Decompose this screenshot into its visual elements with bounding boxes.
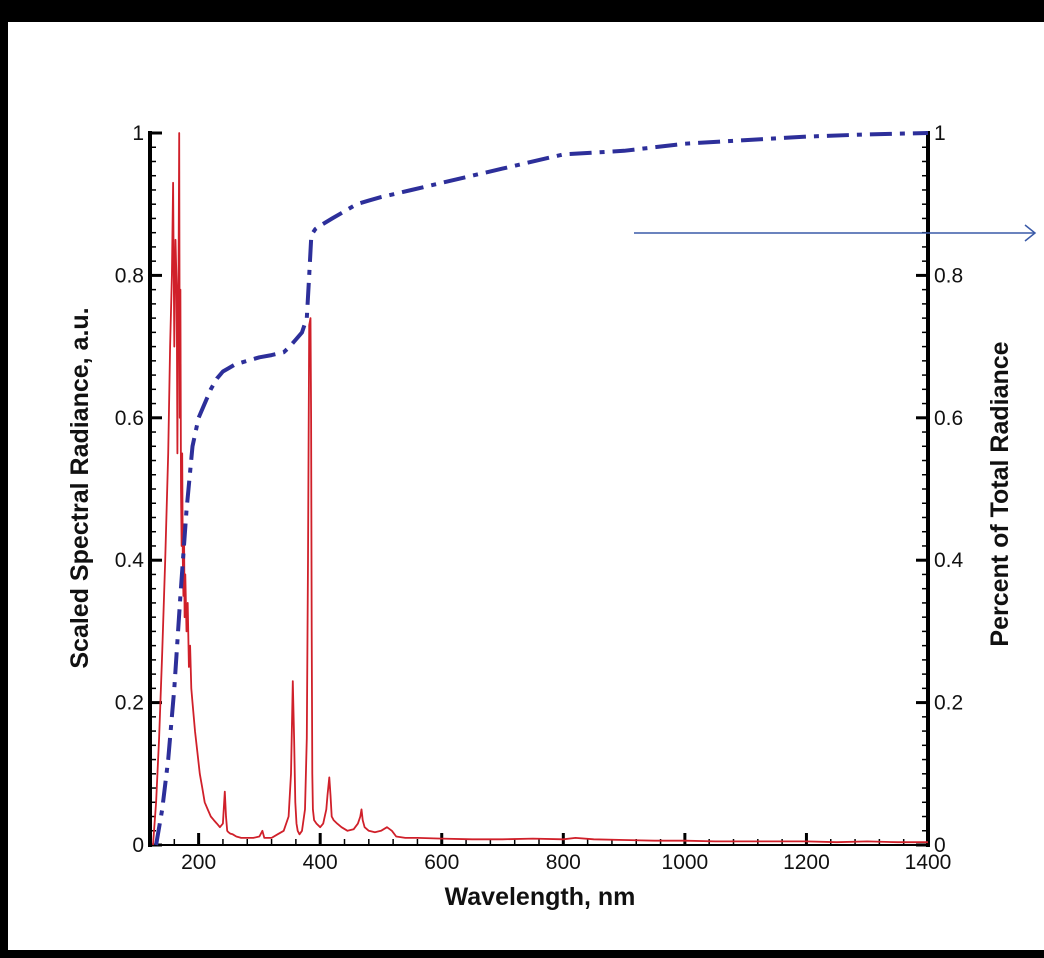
y-tick-label: 0.2: [115, 692, 144, 715]
y2-tick-label: 0.8: [934, 264, 963, 287]
y-tick-label: 0: [132, 834, 144, 857]
x-axis-title: Wavelength, nm: [445, 883, 636, 911]
right-axis: 0 0.2 0.4 0.6 0.8 1: [916, 122, 964, 857]
annotation-arrow-head: [1024, 224, 1037, 242]
x-tick-label: 1000: [662, 851, 709, 874]
y-tick-label: 0.4: [115, 549, 145, 572]
y2-tick-label: 0.6: [934, 407, 963, 430]
x-tick-label: 800: [546, 851, 581, 874]
series-layer: [152, 131, 929, 846]
cumulative-radiance-line: [154, 131, 929, 846]
y-tick-label: 0.6: [115, 407, 144, 430]
figure-panel: 0 0.2 0.4 0.6 0.8 1 0 0.2 0.4 0.6 0.8 1 200 400 600 8…: [8, 22, 1044, 950]
chart-canvas: 0 0.2 0.4 0.6 0.8 1 0 0.2 0.4 0.6 0.8 1 200 400 600 8…: [66, 122, 1037, 911]
y2-axis-title: Percent of Total Radiance: [986, 341, 1014, 646]
x-tick-label: 1400: [905, 851, 952, 874]
y-tick-label: 1: [132, 122, 144, 145]
y2-tick-label: 0.4: [934, 549, 964, 572]
y2-tick-label: 0.2: [934, 692, 963, 715]
x-tick-label: 200: [181, 851, 216, 874]
x-tick-label: 400: [303, 851, 338, 874]
y2-tick-label: 1: [934, 122, 946, 145]
y2-tick-label: 0: [934, 834, 946, 857]
y-tick-label: 0.8: [115, 264, 144, 287]
y-axis-title: Scaled Spectral Radiance, a.u.: [66, 307, 94, 668]
annotation-layer: [634, 224, 1037, 242]
x-tick-label: 1200: [783, 851, 830, 874]
x-tick-label: 600: [424, 851, 459, 874]
spectral-radiance-line: [152, 132, 928, 846]
left-axis: 0 0.2 0.4 0.6 0.8 1: [115, 122, 162, 857]
